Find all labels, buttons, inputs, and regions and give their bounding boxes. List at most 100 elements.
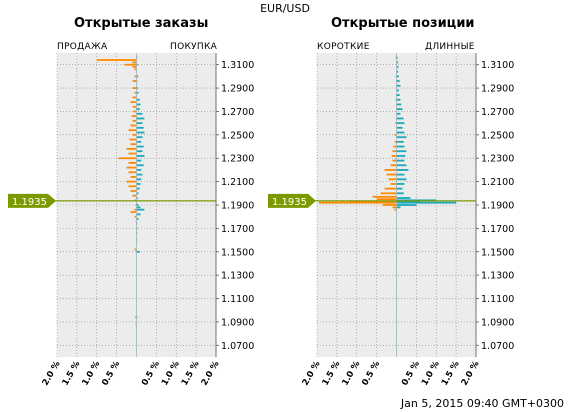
y-tick-label: 1.2900 [221, 84, 254, 95]
y-tick-label: 1.1900 [221, 201, 254, 212]
bar-right [396, 145, 405, 148]
bar-right [396, 108, 403, 111]
y-tick-label: 1.3100 [481, 60, 514, 71]
y-tick-label: 1.2100 [221, 177, 254, 188]
x-tick-label: 0.5 % [360, 359, 382, 387]
bar-right [136, 145, 144, 148]
bar-right [396, 61, 399, 64]
x-tick-label: 1.5 % [321, 359, 343, 387]
y-tick-label: 1.1300 [221, 271, 254, 282]
bar-left [132, 66, 137, 68]
bar-left [128, 171, 137, 174]
bar-left [128, 129, 137, 132]
bar-left [395, 122, 397, 125]
bar-right [136, 136, 143, 139]
bar-right [396, 126, 403, 129]
bar-right [136, 126, 144, 129]
bar-right [136, 218, 139, 220]
x-tick-label: 2.0 % [460, 359, 482, 387]
bar-left [130, 143, 137, 146]
bar-left [390, 183, 397, 185]
bar-right [136, 169, 142, 171]
bar-left [128, 162, 137, 164]
y-tick-label: 1.2700 [221, 107, 254, 118]
bar-right [396, 150, 407, 153]
bar-left [132, 105, 137, 108]
bar-left [133, 110, 137, 113]
bar-left [130, 211, 137, 213]
y-tick-label: 1.2900 [481, 84, 514, 95]
bar-left [132, 119, 137, 122]
bar-right [396, 66, 399, 68]
bar-left [132, 61, 137, 64]
current-price-label: 1.1935 [272, 197, 307, 208]
x-tick-label: 0.5 % [140, 359, 162, 387]
x-tick-label: 1.5 % [61, 359, 83, 387]
bar-right [136, 164, 144, 167]
bar-right [136, 173, 143, 176]
bar-left [394, 140, 397, 143]
bar-left [129, 138, 137, 141]
bar-left [131, 115, 137, 118]
bar-left [132, 80, 137, 82]
y-tick-label: 1.1900 [481, 201, 514, 212]
bar-left [135, 316, 137, 319]
bar-left [96, 59, 137, 61]
current-price-marker-right [268, 193, 316, 208]
bar-right [136, 187, 140, 190]
x-tick-label: 0.5 % [100, 359, 122, 387]
x-tick-label: 1.0 % [340, 359, 362, 387]
bar-right [396, 112, 401, 115]
bar-right [396, 103, 402, 106]
bar-right [396, 178, 407, 181]
bar-left [318, 201, 397, 204]
bar-right [136, 63, 138, 66]
bar-right [396, 154, 406, 157]
left-panel-buy-label: ПОКУПКА [170, 42, 218, 52]
bar-right [396, 197, 411, 199]
bar-right [136, 140, 142, 143]
bar-right [136, 131, 145, 134]
bar-right [136, 91, 139, 94]
current-price-marker-left [8, 193, 56, 208]
bar-left [390, 164, 397, 167]
x-tick-label: 1.0 % [80, 359, 102, 387]
bar-right [136, 117, 145, 120]
y-tick-label: 1.1100 [481, 294, 514, 305]
x-tick-label: 1.5 % [180, 359, 202, 387]
bar-left [134, 75, 137, 78]
bar-right [136, 98, 140, 101]
bar-left [134, 215, 137, 218]
bar-left [372, 195, 397, 198]
y-tick-label: 1.1700 [481, 224, 514, 235]
x-tick-label: 2.0 % [200, 359, 222, 387]
bar-right [136, 112, 143, 115]
y-tick-label: 1.1500 [221, 247, 254, 258]
bar-left [384, 169, 397, 171]
bar-right [396, 80, 400, 82]
bar-right [136, 197, 138, 199]
bar-left [132, 87, 137, 89]
bar-right [396, 131, 405, 134]
bar-right [136, 122, 143, 125]
bar-left [130, 176, 137, 178]
bar-left [380, 192, 397, 195]
y-tick-label: 1.2300 [221, 154, 254, 165]
bar-left [126, 147, 137, 150]
bar-right [136, 154, 145, 157]
x-tick-label: 0.5 % [400, 359, 422, 387]
bar-left [128, 185, 137, 188]
y-tick-label: 1.2300 [481, 154, 514, 165]
y-tick-label: 1.3100 [221, 60, 254, 71]
bar-left [130, 124, 137, 127]
bar-right [396, 204, 417, 206]
bar-right [396, 70, 399, 73]
bar-left [134, 68, 137, 71]
y-tick-label: 1.0900 [481, 317, 514, 328]
y-tick-label: 1.2500 [481, 130, 514, 141]
bar-left [126, 180, 137, 183]
bar-left [392, 206, 397, 209]
bar-right [396, 183, 405, 185]
bar-right [136, 87, 138, 89]
bar-left [132, 96, 137, 99]
